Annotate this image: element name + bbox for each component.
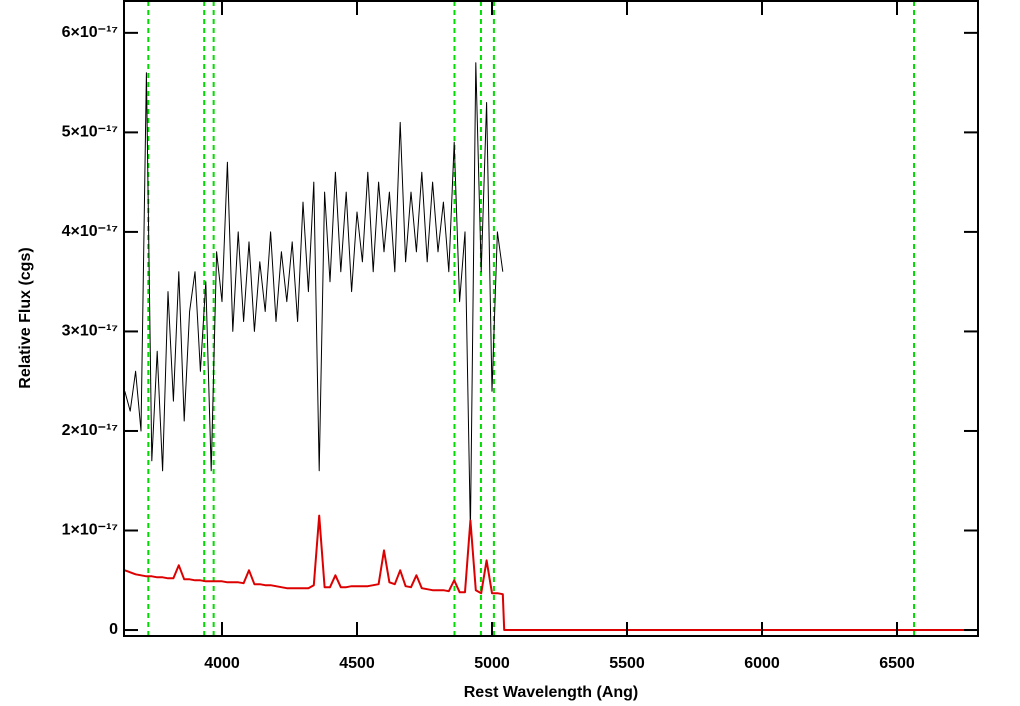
y-tick-label: 6×10⁻¹⁷ xyxy=(62,24,118,41)
spectrum-line xyxy=(124,62,504,531)
y-tick-label: 0 xyxy=(109,621,118,638)
x-axis-label: Rest Wavelength (Ang) xyxy=(464,684,639,701)
x-tick-label: 6000 xyxy=(744,655,780,672)
y-tick-label: 4×10⁻¹⁷ xyxy=(62,223,118,240)
x-tick-label: 4000 xyxy=(204,655,240,672)
y-axis-label: Relative Flux (cgs) xyxy=(17,247,34,388)
y-tick-label: 2×10⁻¹⁷ xyxy=(62,422,118,439)
x-tick-label: 5500 xyxy=(609,655,645,672)
x-tick-label: 5000 xyxy=(474,655,510,672)
x-tick-label: 4500 xyxy=(339,655,375,672)
spectrum-line xyxy=(124,514,978,631)
plot-frame xyxy=(123,0,979,637)
y-tick-label: 3×10⁻¹⁷ xyxy=(62,323,118,340)
y-tick-label: 1×10⁻¹⁷ xyxy=(62,522,118,539)
y-tick-label: 5×10⁻¹⁷ xyxy=(62,124,118,141)
x-tick-label: 6500 xyxy=(879,655,915,672)
